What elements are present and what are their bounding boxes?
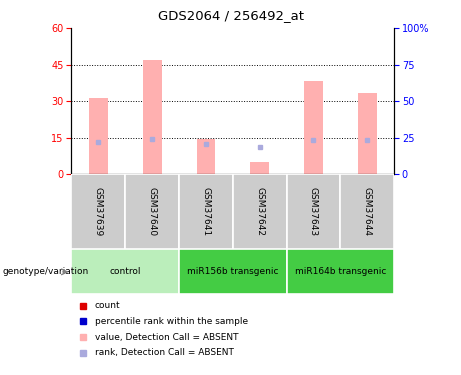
Text: miR156b transgenic: miR156b transgenic — [187, 267, 278, 276]
Bar — [250, 162, 269, 174]
Text: genotype/variation: genotype/variation — [2, 267, 89, 276]
Bar — [304, 81, 323, 174]
Bar — [358, 93, 377, 174]
Bar — [125, 174, 179, 249]
Bar — [89, 98, 108, 174]
Text: GSM37639: GSM37639 — [94, 187, 103, 237]
Bar — [196, 139, 215, 174]
Text: miR164b transgenic: miR164b transgenic — [295, 267, 386, 276]
Text: rank, Detection Call = ABSENT: rank, Detection Call = ABSENT — [95, 348, 233, 357]
Text: GSM37640: GSM37640 — [148, 188, 157, 237]
Text: percentile rank within the sample: percentile rank within the sample — [95, 317, 248, 326]
Bar — [233, 174, 287, 249]
Text: GSM37643: GSM37643 — [309, 188, 318, 237]
Text: GSM37641: GSM37641 — [201, 188, 210, 237]
Bar — [71, 249, 179, 294]
Bar — [143, 60, 161, 174]
Text: value, Detection Call = ABSENT: value, Detection Call = ABSENT — [95, 333, 238, 342]
Text: GSM37642: GSM37642 — [255, 188, 264, 236]
Text: GSM37644: GSM37644 — [363, 188, 372, 236]
Bar — [340, 174, 394, 249]
Text: control: control — [110, 267, 141, 276]
Bar — [287, 174, 340, 249]
Bar — [179, 174, 233, 249]
Bar — [71, 174, 125, 249]
Bar — [287, 249, 394, 294]
Text: GDS2064 / 256492_at: GDS2064 / 256492_at — [158, 9, 303, 22]
Bar — [179, 249, 287, 294]
Text: count: count — [95, 301, 120, 310]
